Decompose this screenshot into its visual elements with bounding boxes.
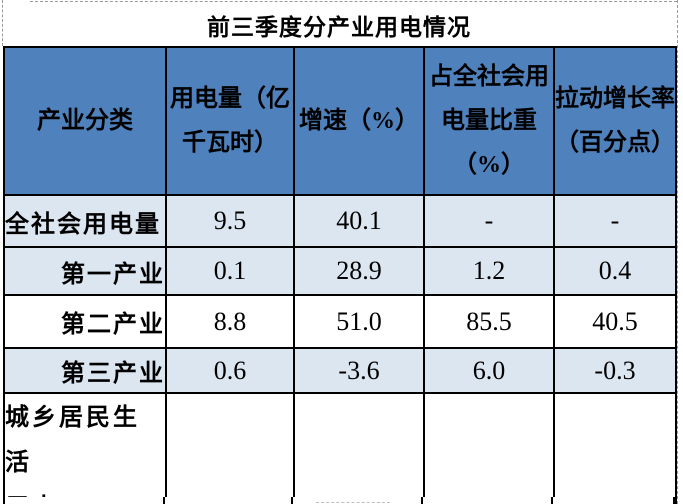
cell-border-line bbox=[291, 497, 293, 504]
cell-value: 85.5 bbox=[423, 294, 555, 349]
cell-border-line bbox=[3, 497, 5, 504]
page-break-line-left bbox=[2, 0, 3, 46]
table-row-tertiary-industry: 第三产业 0.6 -3.6 6.0 -0.3 bbox=[3, 347, 677, 394]
cell-value: 0.7 bbox=[165, 392, 295, 504]
header-growth-rate: 增速（%） bbox=[293, 46, 425, 196]
table-row-total-society: 全社会用电量 9.5 40.1 - - bbox=[3, 194, 677, 248]
cell-value: 0.4 bbox=[553, 246, 677, 296]
cell-value: - bbox=[423, 194, 555, 248]
cell-value: 0.6 bbox=[165, 347, 295, 394]
row-label: 全社会用电量 bbox=[3, 194, 167, 248]
cell-border-line bbox=[551, 497, 553, 504]
page-break-line-top bbox=[30, 1, 677, 2]
cell-value: -4.0 bbox=[293, 392, 425, 504]
cell-value: -3.6 bbox=[293, 347, 425, 394]
cell-value: -0.3 bbox=[553, 347, 677, 394]
cell-value: 51.0 bbox=[293, 294, 425, 349]
cell-value: 7.3 bbox=[423, 392, 555, 504]
cell-value: 28.9 bbox=[293, 246, 425, 296]
cell-value: 40.1 bbox=[293, 194, 425, 248]
cell-value: 9.5 bbox=[165, 194, 295, 248]
header-pull-rate: 拉动增长率 （百分点） bbox=[553, 46, 677, 196]
cell-value: 8.8 bbox=[165, 294, 295, 349]
header-industry-category: 产业分类 bbox=[3, 46, 167, 196]
cell-border-line bbox=[163, 497, 165, 504]
cell-border-line bbox=[421, 497, 423, 504]
table-row-residential-usage: 城乡居民生活 用电 0.7 -4.0 7.3 -0.4 bbox=[3, 392, 677, 504]
cell-value: 6.0 bbox=[423, 347, 555, 394]
row-label: 第一产业 bbox=[3, 246, 167, 296]
header-consumption: 用电量（亿 千瓦时） bbox=[165, 46, 295, 196]
row-label: 第二产业 bbox=[3, 294, 167, 349]
header-share-of-total: 占全社会用 电量比重 （%） bbox=[423, 46, 555, 196]
cutoff-next-row bbox=[3, 497, 675, 504]
cell-value: -0.4 bbox=[553, 392, 677, 504]
table-header-row: 产业分类 用电量（亿 千瓦时） 增速（%） 占全社会用 电量比重 （%） 拉动增… bbox=[3, 46, 677, 196]
table-row-secondary-industry: 第二产业 8.8 51.0 85.5 40.5 bbox=[3, 294, 677, 349]
row-label: 第三产业 bbox=[3, 347, 167, 394]
cell-value: - bbox=[553, 194, 677, 248]
cell-value: 40.5 bbox=[553, 294, 677, 349]
cell-value: 1.2 bbox=[423, 246, 555, 296]
page-break-dash-fragment bbox=[316, 497, 390, 503]
electricity-usage-table: 产业分类 用电量（亿 千瓦时） 增速（%） 占全社会用 电量比重 （%） 拉动增… bbox=[3, 46, 677, 504]
page-title: 前三季度分产业用电情况 bbox=[207, 15, 471, 40]
cell-value: 0.1 bbox=[165, 246, 295, 296]
cell-border-line bbox=[673, 497, 675, 504]
table-row-primary-industry: 第一产业 0.1 28.9 1.2 0.4 bbox=[3, 246, 677, 296]
page-break-line-right bbox=[677, 0, 678, 504]
row-label: 城乡居民生活 用电 bbox=[3, 392, 167, 504]
